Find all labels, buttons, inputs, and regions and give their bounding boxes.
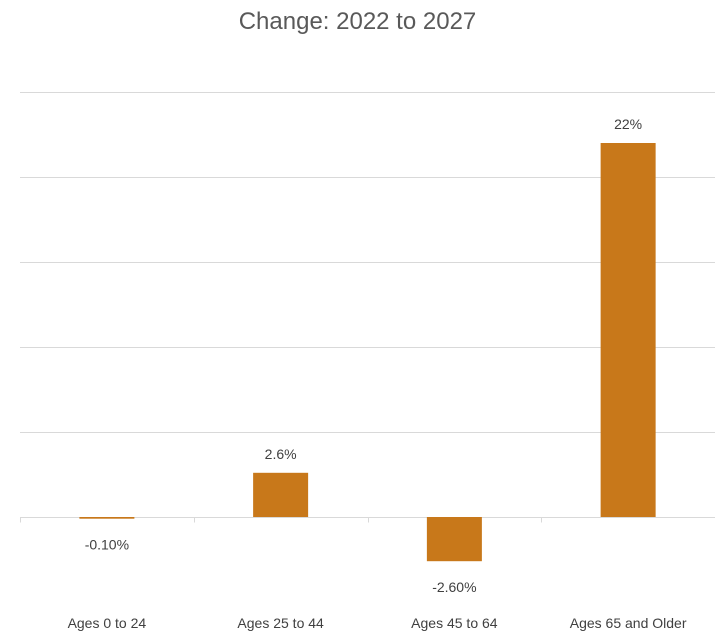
x-tick-label: Ages 0 to 24 — [68, 615, 147, 631]
x-tick-label: Ages 25 to 44 — [237, 615, 324, 631]
data-label: 22% — [614, 116, 642, 132]
x-tick-label: Ages 45 to 64 — [411, 615, 498, 631]
data-label: -2.60% — [432, 579, 476, 595]
bar — [600, 143, 656, 517]
bar — [253, 472, 309, 517]
bar — [426, 517, 482, 562]
bar — [79, 517, 135, 519]
x-tick-label: Ages 65 and Older — [570, 615, 687, 631]
data-label: -0.10% — [85, 537, 129, 553]
chart-title: Change: 2022 to 2027 — [238, 8, 477, 35]
data-label: 2.6% — [265, 446, 297, 462]
